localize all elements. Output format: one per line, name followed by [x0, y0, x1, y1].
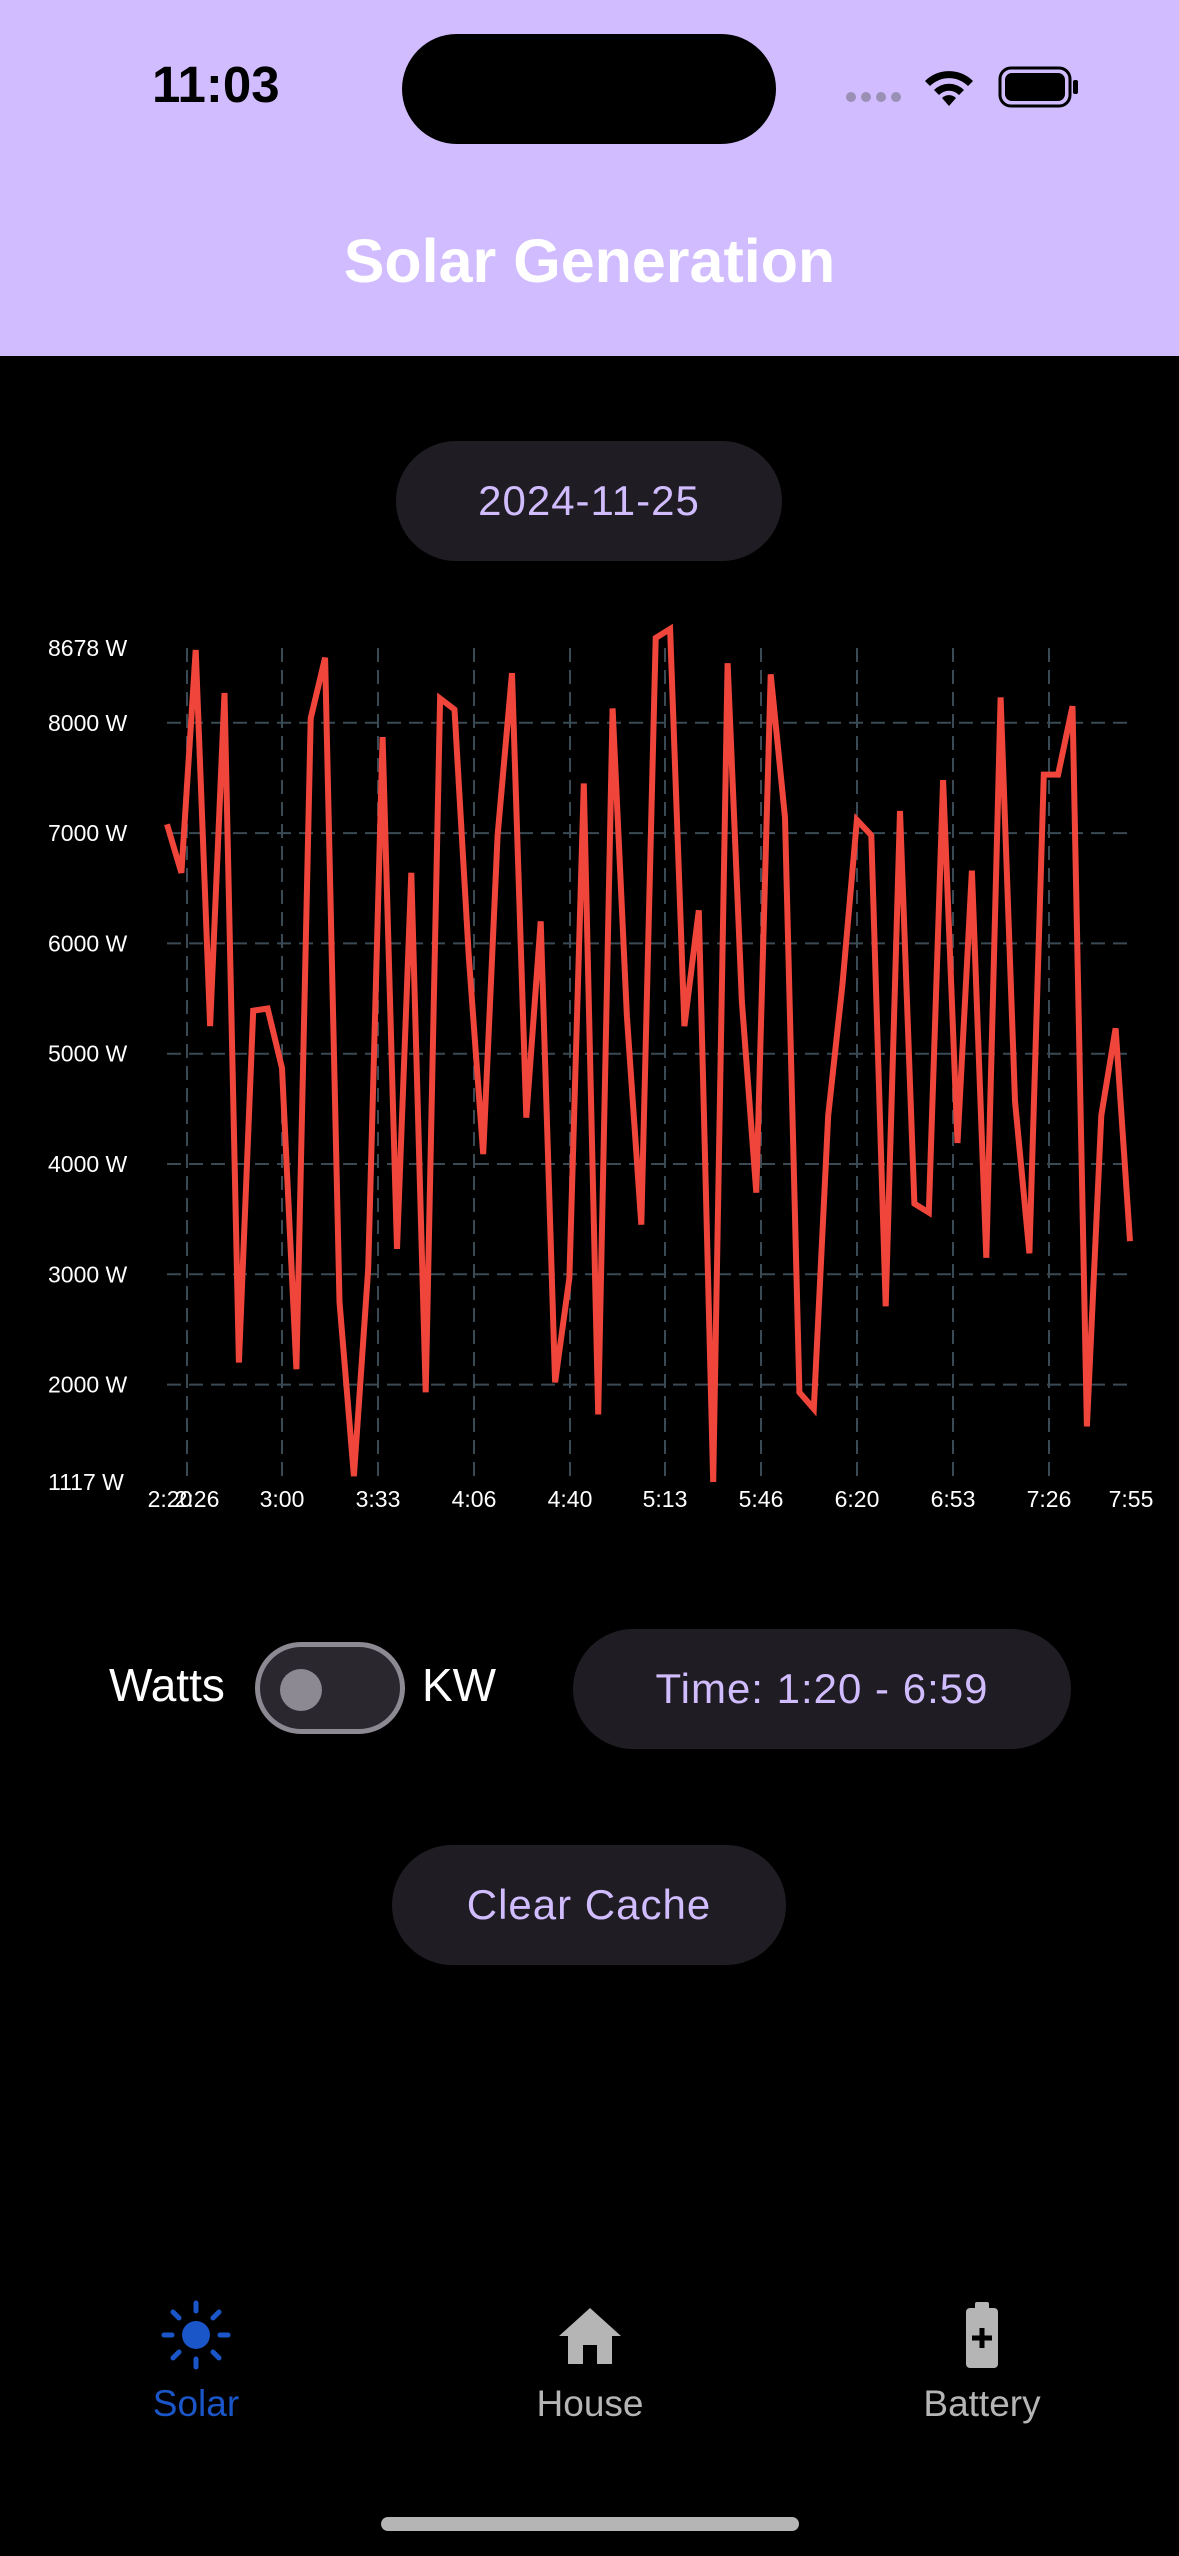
y-tick-label: 2000 W: [48, 1372, 128, 1398]
x-tick-label: 5:13: [643, 1486, 688, 1512]
y-tick-label: 3000 W: [48, 1261, 128, 1287]
clear-cache-button[interactable]: Clear Cache: [392, 1845, 786, 1965]
dynamic-island: [402, 34, 776, 144]
nav-item-battery[interactable]: Battery: [832, 2300, 1132, 2425]
signal-dot-icon: [876, 92, 886, 102]
x-tick-label: 7:55: [1109, 1486, 1154, 1512]
x-tick-label: 2:26: [175, 1486, 220, 1512]
x-tick-label: 6:53: [931, 1486, 976, 1512]
y-tick-label: 4000 W: [48, 1151, 128, 1177]
battery-status-icon: [998, 66, 1078, 108]
battery-icon: [966, 2302, 998, 2368]
x-tick-label: 3:33: [356, 1486, 401, 1512]
nav-item-house[interactable]: House: [440, 2300, 740, 2425]
nav-label-battery: Battery: [923, 2383, 1041, 2424]
signal-dot-icon: [861, 92, 871, 102]
solar-line-chart: 8678 W 8000 W 7000 W 6000 W 5000 W 4000 W 3000…: [48, 623, 1154, 1512]
y-tick-label: 6000 W: [48, 930, 128, 956]
unit-toggle-switch[interactable]: [255, 1642, 405, 1734]
series-line: [164, 623, 1133, 1483]
time-range-label: Time: 1:20 - 6:59: [655, 1665, 989, 1712]
wifi-icon: [925, 71, 973, 106]
signal-dot-icon: [846, 92, 856, 102]
house-icon: [559, 2308, 621, 2364]
sun-icon: [161, 2300, 231, 2370]
status-time: 11:03: [152, 56, 280, 113]
y-tick-label: 8000 W: [48, 710, 128, 736]
nav-item-solar[interactable]: Solar: [46, 2300, 346, 2425]
clear-cache-label: Clear Cache: [466, 1881, 712, 1928]
nav-label-solar: Solar: [152, 2383, 240, 2424]
toggle-knob: [280, 1669, 322, 1711]
signal-dot-icon: [891, 92, 901, 102]
y-tick-label: 1117 W: [48, 1469, 124, 1495]
home-indicator: [381, 2517, 799, 2531]
kw-label: KW: [422, 1659, 497, 1711]
nav-label-house: House: [536, 2383, 644, 2424]
x-tick-label: 4:40: [548, 1486, 593, 1512]
y-tick-label: 5000 W: [48, 1041, 128, 1067]
x-tick-label: 7:26: [1027, 1486, 1072, 1512]
time-range-button[interactable]: Time: 1:20 - 6:59: [573, 1629, 1071, 1749]
date-picker-label: 2024-11-25: [478, 477, 700, 524]
watts-label: Watts: [109, 1659, 225, 1711]
x-tick-label: 2:20: [148, 1486, 193, 1512]
y-tick-label: 7000 W: [48, 820, 128, 846]
date-picker-button[interactable]: 2024-11-25: [396, 441, 782, 561]
app-header: 11:03 Solar Generation: [0, 0, 1179, 356]
x-tick-label: 5:46: [739, 1486, 784, 1512]
x-tick-label: 4:06: [452, 1486, 497, 1512]
page-title: Solar Generation: [343, 227, 836, 295]
x-tick-label: 3:00: [260, 1486, 305, 1512]
y-tick-label: 8678 W: [48, 635, 128, 661]
x-tick-label: 6:20: [835, 1486, 880, 1512]
